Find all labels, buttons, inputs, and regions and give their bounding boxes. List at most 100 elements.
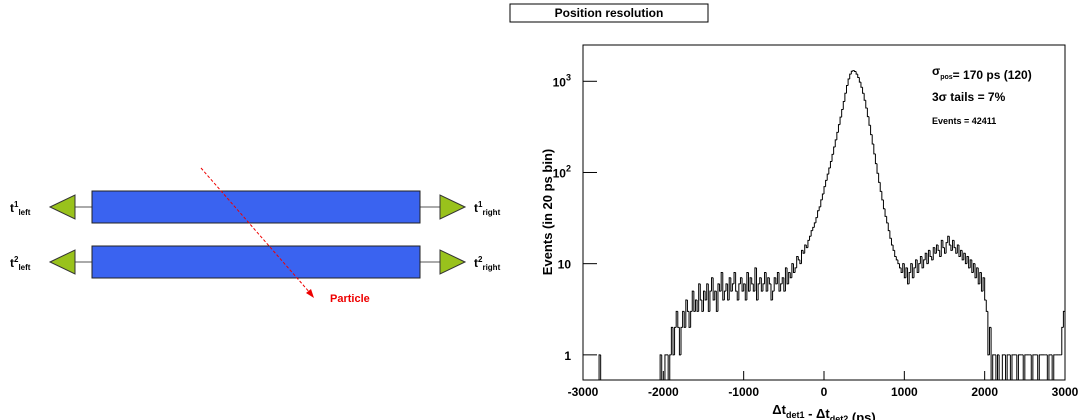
histogram-bin	[860, 82, 863, 88]
histogram-bin	[950, 245, 953, 251]
histogram-bin	[834, 139, 837, 148]
histogram-bin	[821, 193, 824, 200]
histogram-bin	[719, 283, 722, 292]
histogram-bin	[659, 354, 662, 380]
histogram-bin	[757, 283, 760, 300]
histogram-bin	[712, 277, 715, 301]
histogram-bin	[1005, 354, 1008, 381]
histogram-bin	[849, 73, 852, 79]
histogram-bin	[890, 238, 894, 246]
histogram-bin	[923, 259, 926, 268]
histogram-bin	[706, 283, 709, 300]
histogram-bin	[788, 272, 791, 284]
detector-bar	[91, 190, 421, 224]
subscript: pos	[940, 74, 953, 81]
histogram-bin	[1009, 354, 1012, 381]
histogram-bin	[870, 125, 873, 136]
sensor	[439, 194, 467, 220]
histogram-bin	[818, 206, 821, 211]
histogram-bin	[749, 277, 752, 292]
histogram-bin	[704, 291, 707, 301]
histogram-bin	[735, 272, 738, 292]
arrow-head	[306, 289, 314, 298]
histogram-bin	[775, 277, 778, 285]
histogram-bin	[677, 311, 680, 328]
text-part: (ps)	[848, 410, 875, 420]
histogram-bin	[947, 235, 950, 243]
time-label: t2left	[10, 255, 31, 272]
sensor	[439, 249, 467, 275]
histogram-bin	[812, 226, 815, 231]
histogram-bin	[722, 272, 725, 301]
histogram-bin	[701, 299, 704, 312]
histogram-bin	[786, 267, 789, 285]
subscript: left	[18, 208, 30, 217]
histogram-bin	[907, 267, 910, 285]
histogram-bin	[992, 354, 995, 380]
histogram-bin	[664, 354, 667, 380]
histogram-bin	[948, 236, 951, 246]
histogram-bin	[988, 326, 992, 355]
histogram-bin	[833, 146, 836, 155]
histogram-bin	[709, 290, 712, 312]
histogram-bin	[886, 216, 889, 224]
histogram-bin	[857, 74, 860, 79]
histogram-bin	[1016, 354, 1019, 381]
histogram-bin	[895, 256, 898, 261]
histogram-bin	[964, 253, 967, 265]
histogram-bin	[1030, 354, 1033, 381]
subscript: left	[18, 263, 30, 272]
histogram-bin	[686, 299, 690, 312]
histogram-bin	[837, 124, 841, 133]
histogram-bin	[913, 267, 916, 278]
histogram-bin	[889, 230, 892, 239]
histogram-bin	[813, 222, 816, 228]
histogram-bin	[956, 244, 959, 254]
histogram-bin	[987, 311, 990, 356]
histogram-bin	[921, 256, 924, 269]
histogram-bin	[736, 291, 739, 301]
histogram-bin	[985, 299, 988, 312]
histogram-bin	[699, 283, 702, 301]
histogram-bin	[894, 250, 897, 257]
histogram-bin	[897, 259, 900, 265]
histogram-bin	[825, 179, 828, 187]
histogram-bin	[723, 290, 726, 300]
histogram-bin	[995, 354, 998, 381]
histogram-bin	[768, 277, 771, 285]
histogram-bin	[831, 153, 834, 162]
y-tick-label: 103	[553, 72, 571, 89]
histogram-bin	[796, 255, 799, 268]
histogram-bin	[820, 199, 823, 207]
histogram-bin	[916, 259, 919, 274]
histogram-bin	[847, 78, 850, 86]
x-tick-label: 0	[821, 385, 828, 399]
title-box	[509, 3, 709, 23]
histogram-bin	[720, 272, 723, 292]
histogram-bin	[784, 267, 788, 292]
histogram-bin	[829, 160, 833, 168]
superscript: 2	[478, 255, 483, 264]
histogram-bin	[794, 267, 797, 273]
histogram-bin	[944, 247, 947, 254]
histogram-bin	[935, 244, 939, 254]
histogram-bin	[854, 70, 857, 73]
histogram-bin	[751, 277, 754, 285]
histogram-bin	[1001, 354, 1004, 380]
histogram-bin	[876, 163, 879, 174]
histogram-bin	[815, 217, 818, 223]
superscript: 1	[14, 200, 19, 209]
histogram-bin	[707, 283, 710, 312]
histogram-bin	[929, 250, 932, 257]
histogram-bin	[979, 272, 982, 284]
histogram-bin	[945, 242, 948, 254]
text-part: t	[474, 256, 478, 270]
histogram-bin	[865, 100, 868, 109]
histogram-bin	[682, 310, 685, 328]
histogram-bin	[661, 354, 664, 381]
histogram-bin	[1006, 354, 1009, 380]
histogram-bin	[739, 277, 743, 284]
annotation: σpos= 170 ps (120)	[932, 64, 1032, 82]
histogram-bin	[728, 277, 731, 300]
